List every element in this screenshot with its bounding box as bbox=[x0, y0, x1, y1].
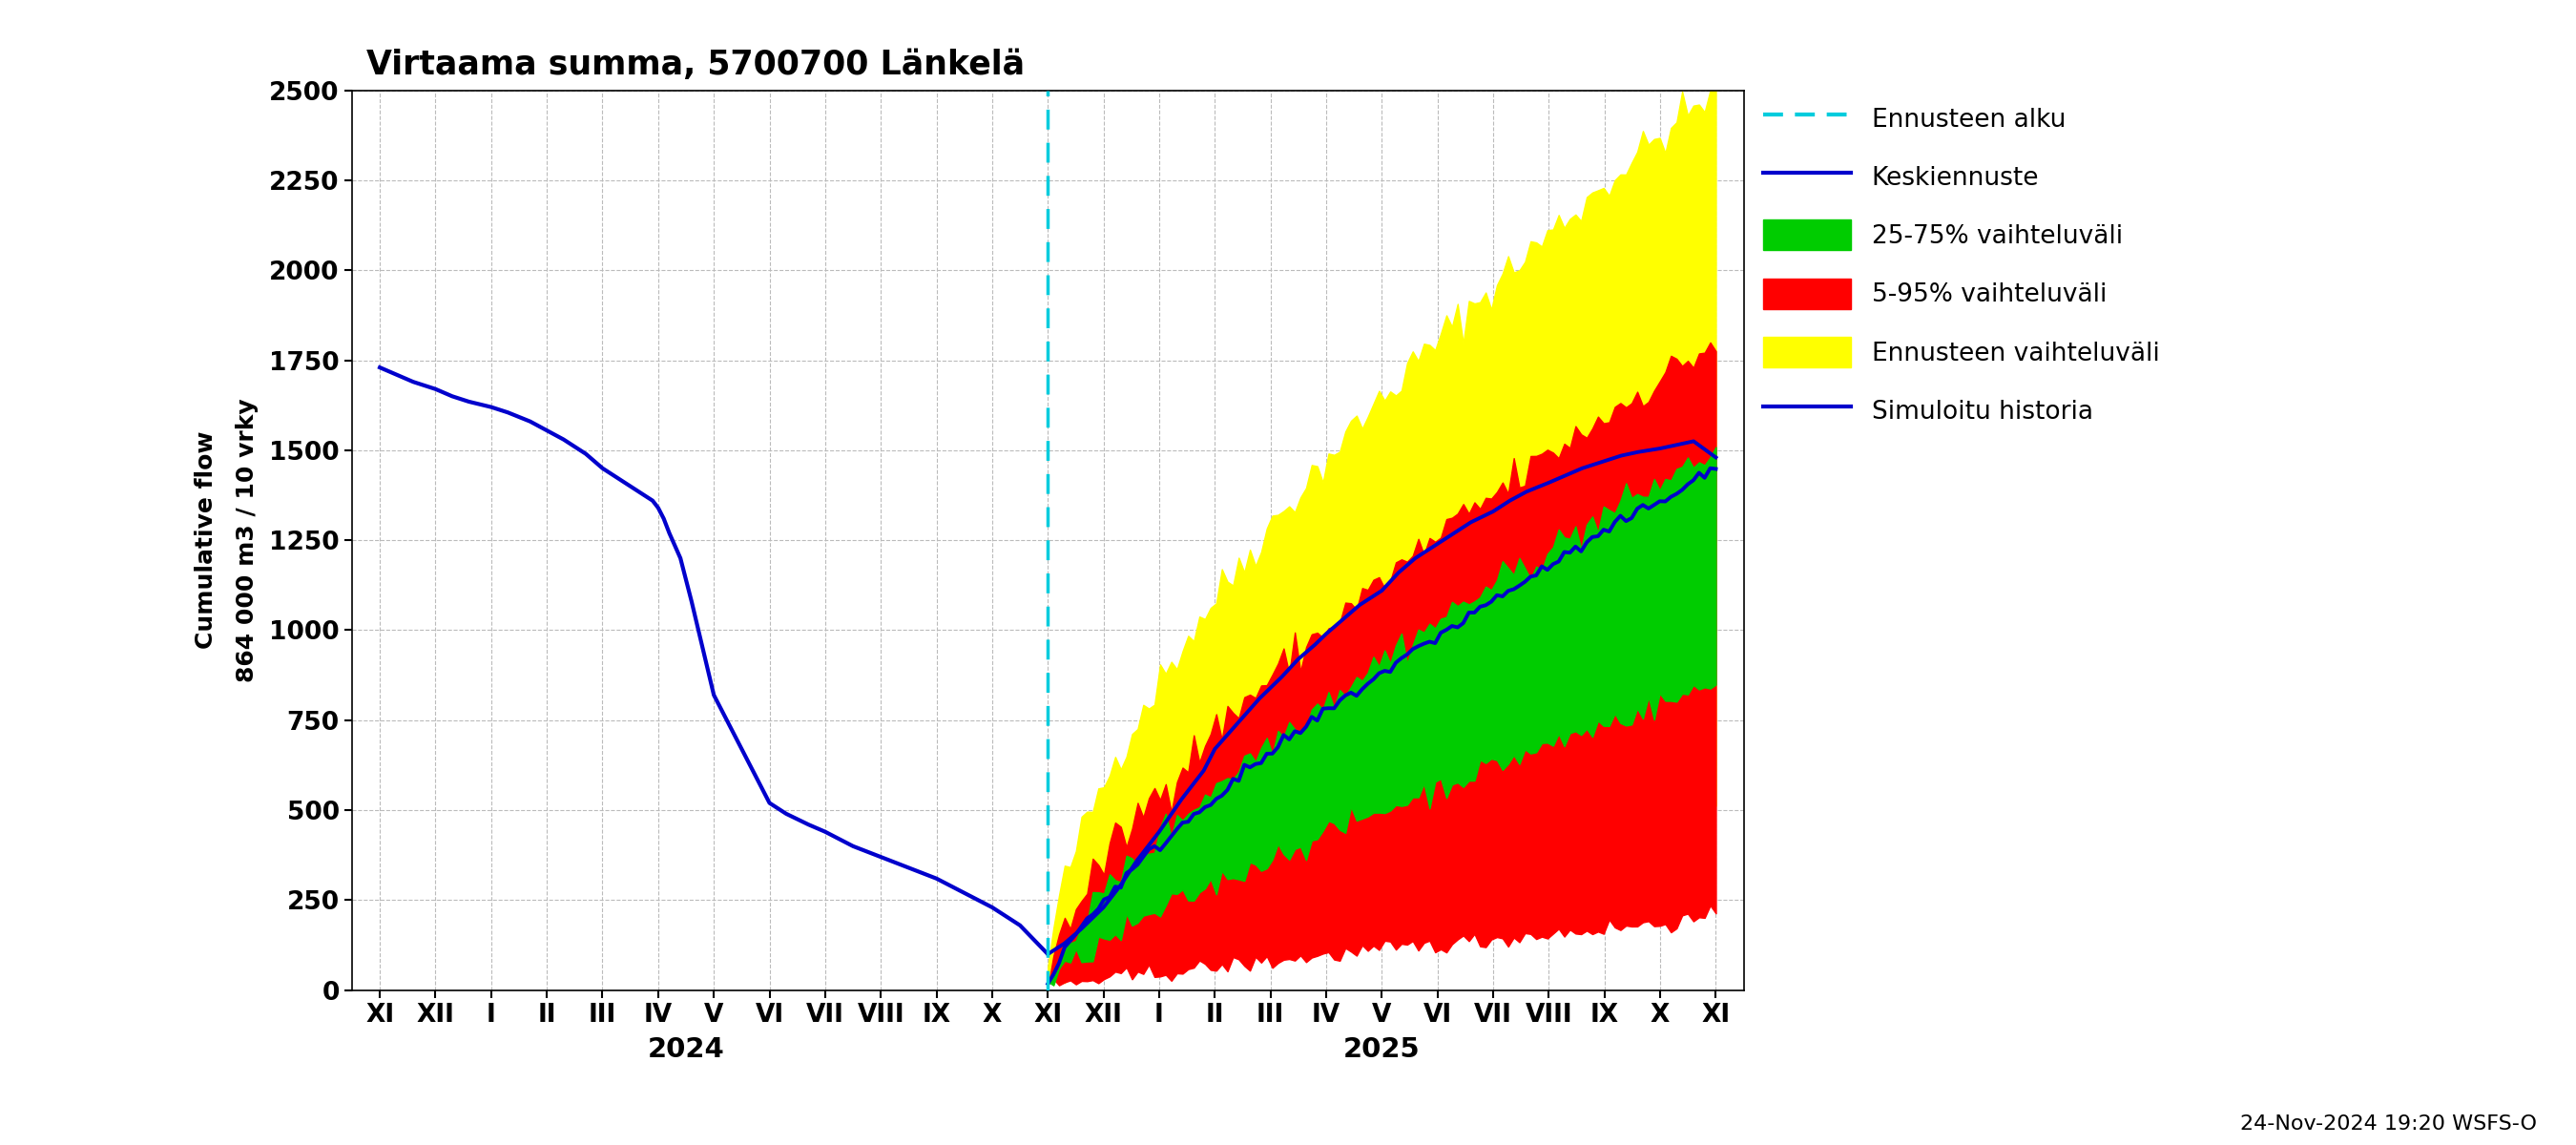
Text: Virtaama summa, 5700700 Länkelä: Virtaama summa, 5700700 Länkelä bbox=[366, 48, 1025, 81]
Text: 24-Nov-2024 19:20 WSFS-O: 24-Nov-2024 19:20 WSFS-O bbox=[2241, 1114, 2537, 1134]
Legend: Ennusteen alku, Keskiennuste, 25-75% vaihteluväli, 5-95% vaihteluväli, Ennusteen: Ennusteen alku, Keskiennuste, 25-75% vai… bbox=[1762, 103, 2159, 426]
Y-axis label: Cumulative flow
864 000 m3 / 10 vrky: Cumulative flow 864 000 m3 / 10 vrky bbox=[196, 398, 258, 682]
Text: 2024: 2024 bbox=[647, 1036, 724, 1064]
Text: 2025: 2025 bbox=[1342, 1036, 1419, 1064]
